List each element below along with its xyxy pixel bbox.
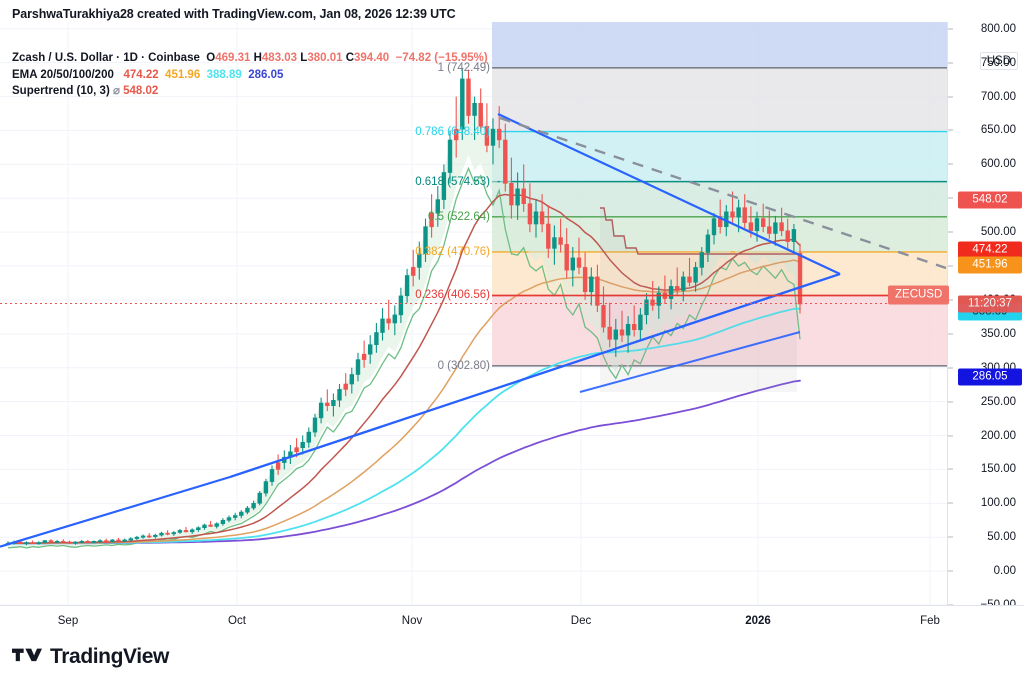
price-tick-mark xyxy=(948,536,953,538)
time-label-dec: Dec xyxy=(570,615,592,627)
currency-pill: USD xyxy=(979,52,1018,70)
fib-label-0-382: 0.382 (470.76) xyxy=(415,245,490,258)
price-tick-700: 700.00 xyxy=(980,90,1016,103)
price-tick-mark xyxy=(948,570,953,572)
chart-area[interactable]: 1 (742.49) 0.786 (648.40) 0.618 (574.53) 0.… xyxy=(0,22,1024,611)
price-tick-750: 750.00 xyxy=(980,56,1016,69)
fib-label-0-5: 0.5 (522.64) xyxy=(427,210,490,223)
price-tick-250: 250.00 xyxy=(980,395,1016,408)
supertrend-price-badge: 548.02 xyxy=(958,191,1022,209)
time-label-sep: Sep xyxy=(57,615,79,627)
price-tick-100: 100.00 xyxy=(980,497,1016,510)
price-tick-50: 50.00 xyxy=(987,531,1016,544)
price-tick-mark xyxy=(948,62,953,64)
attribution-text: ParshwaTurakhiya28 created with TradingV… xyxy=(12,7,456,21)
price-tick-mark xyxy=(948,401,953,403)
ema50-price-badge: 451.96 xyxy=(958,256,1022,274)
price-tick-mark xyxy=(948,197,953,199)
fib-label-0-786: 0.786 (648.40) xyxy=(415,125,490,138)
ema20-price-badge: 474.22 xyxy=(958,241,1022,259)
tradingview-brand: TradingView xyxy=(12,645,169,669)
price-tick-mark xyxy=(948,28,953,30)
time-label-feb: Feb xyxy=(920,615,940,627)
price-tick-350: 350.00 xyxy=(980,327,1016,340)
price-tick-mark xyxy=(948,163,953,165)
price-tick-mark xyxy=(948,299,953,301)
price-plot[interactable]: 1 (742.49) 0.786 (648.40) 0.618 (574.53) 0.… xyxy=(0,22,947,605)
price-tick-mark xyxy=(948,265,953,267)
plot-svg xyxy=(0,22,947,605)
symbol-tag: ZECUSD xyxy=(888,285,950,305)
price-tick-150: 150.00 xyxy=(980,463,1016,476)
time-label-2026: 2026 xyxy=(745,615,771,627)
price-tick-mark xyxy=(948,231,953,233)
time-axis[interactable]: Sep Oct Nov Dec 2026 Feb xyxy=(0,605,1024,639)
price-tick-mark xyxy=(948,333,953,335)
price-tick-200: 200.00 xyxy=(980,429,1016,442)
brand-name: TradingView xyxy=(50,645,169,668)
price-axis[interactable]: USD 800.00750.00700.00650.00600.00550.00… xyxy=(947,22,1024,611)
price-tick-mark xyxy=(948,502,953,504)
fib-label-1: 1 (742.49) xyxy=(437,61,490,74)
fib-label-0: 0 (302.80) xyxy=(437,359,490,372)
price-tick-mark xyxy=(948,367,953,369)
price-tick-0: 0.00 xyxy=(993,565,1016,578)
fib-label-0-236: 0.236 (406.56) xyxy=(415,289,490,302)
tradingview-logo-icon xyxy=(12,648,42,662)
price-tick-650: 650.00 xyxy=(980,124,1016,137)
price-tick-mark xyxy=(948,96,953,98)
fib-label-0-618: 0.618 (574.53) xyxy=(415,175,490,188)
price-tick-mark xyxy=(948,129,953,131)
price-tick-600: 600.00 xyxy=(980,158,1016,171)
ema200-price-badge: 286.05 xyxy=(958,368,1022,386)
price-tick-500: 500.00 xyxy=(980,226,1016,239)
price-tick-mark xyxy=(948,468,953,470)
time-label-oct: Oct xyxy=(228,615,246,627)
price-tick-800: 800.00 xyxy=(980,22,1016,35)
price-tick-mark xyxy=(948,435,953,437)
countdown-badge: 11:20:37 xyxy=(958,295,1022,313)
time-label-nov: Nov xyxy=(401,615,423,627)
